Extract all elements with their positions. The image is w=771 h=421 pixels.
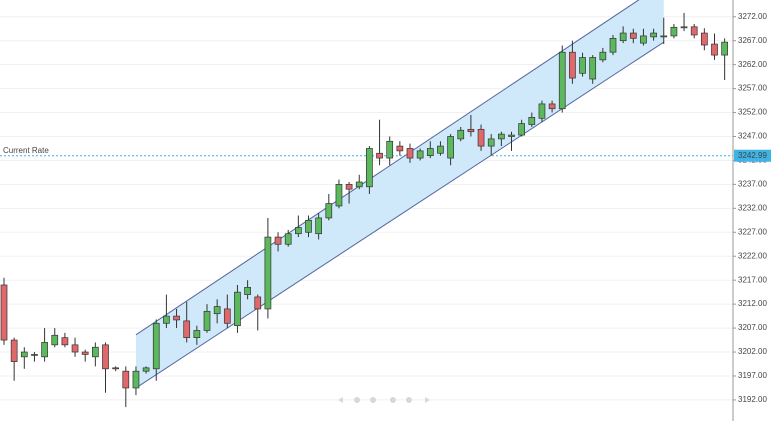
candle-body	[457, 129, 465, 140]
candle-body	[670, 26, 678, 37]
candle-body	[234, 291, 241, 327]
candle-body	[467, 128, 475, 133]
candle-body	[447, 136, 454, 159]
candle-body	[629, 32, 637, 39]
candle-body	[680, 26, 688, 29]
candle-body	[426, 148, 434, 157]
candle-body	[132, 370, 140, 389]
candle-body	[335, 184, 343, 207]
candle-body	[589, 57, 597, 80]
candle-body	[569, 51, 576, 79]
candle-body	[71, 344, 79, 353]
candle-body	[558, 51, 566, 110]
candle-body	[477, 128, 485, 147]
candle-body	[366, 148, 373, 188]
candle-body	[498, 133, 505, 140]
candle-body	[305, 219, 312, 233]
y-tick-label: 3192.00	[738, 395, 767, 404]
candle-body	[579, 57, 586, 74]
y-axis: 3192.00 3197.00 3202.00 3207.00 3212.00 3217.…	[732, 0, 771, 421]
candle-body	[223, 308, 231, 324]
candle-body	[61, 337, 69, 346]
y-tick-label: 3237.00	[738, 180, 767, 189]
candle-body	[112, 367, 120, 370]
candle-body	[51, 334, 59, 346]
candle-body	[254, 296, 262, 310]
candle-body	[376, 152, 383, 159]
candle-body	[416, 150, 424, 159]
y-tick-label: 3262.00	[738, 60, 767, 69]
y-tick-label: 3252.00	[738, 108, 767, 117]
candle-body	[609, 37, 617, 53]
candle-body	[396, 145, 404, 152]
y-tick-label: 3257.00	[738, 84, 767, 93]
candle-body	[325, 203, 333, 219]
current-rate-label: Current Rate	[3, 146, 49, 155]
candle-body	[315, 217, 322, 235]
candle-body	[41, 342, 48, 358]
candle-body	[264, 236, 272, 310]
candle-body	[487, 138, 495, 147]
candle-body	[528, 116, 536, 125]
candle-body	[122, 370, 130, 389]
candle-body	[213, 306, 221, 315]
candle-body	[711, 43, 718, 56]
candle-body	[152, 322, 160, 370]
candle-body	[203, 310, 211, 331]
y-tick-label: 3232.00	[738, 203, 767, 212]
candle-body	[142, 367, 150, 372]
candle-body	[31, 354, 38, 356]
candle-body	[355, 181, 363, 188]
y-tick-label: 3227.00	[738, 227, 767, 236]
candle-body	[91, 346, 99, 358]
candle-body	[163, 315, 170, 324]
y-tick-label: 3212.00	[738, 299, 767, 308]
candle-body	[244, 287, 251, 295]
candle-body	[10, 339, 18, 362]
candle-body	[20, 351, 28, 358]
candle-body	[690, 26, 698, 36]
channel-lower-line	[135, 41, 665, 389]
candle-body	[193, 330, 201, 339]
candle-body	[173, 315, 180, 321]
candle-body	[640, 35, 647, 44]
candle-body	[619, 32, 627, 42]
current-rate-value: 3242.99	[738, 151, 767, 160]
candle-body	[406, 148, 414, 159]
channel-upper-line	[135, 0, 640, 336]
candle-body	[183, 320, 191, 339]
y-tick-label: 3222.00	[738, 251, 767, 260]
candle-body	[102, 344, 109, 370]
y-tick-label: 3202.00	[738, 347, 767, 356]
candle-body	[508, 134, 515, 137]
candle-body	[81, 351, 89, 355]
candle-body	[548, 103, 556, 110]
y-tick-label: 3267.00	[738, 36, 767, 45]
candle-body	[721, 41, 729, 56]
candle-body	[700, 32, 708, 46]
y-tick-label: 3197.00	[738, 371, 767, 380]
candle-body	[284, 233, 292, 245]
candles	[0, 12, 729, 408]
candle-body	[437, 145, 444, 154]
y-tick-label: 3247.00	[738, 132, 767, 141]
current-rate-box	[734, 149, 771, 162]
candle-body	[518, 123, 526, 136]
candle-body	[599, 51, 607, 61]
candle-body	[538, 103, 546, 119]
candle-body	[345, 184, 353, 190]
y-tick-label: 3272.00	[738, 12, 767, 21]
candle-body	[0, 284, 8, 341]
nav-controls	[338, 397, 430, 403]
candle-body	[274, 236, 282, 245]
candle-body	[650, 32, 657, 38]
candle-body	[295, 227, 302, 235]
candle-body	[386, 140, 394, 159]
candle-body	[660, 35, 668, 38]
y-tick-label: 3207.00	[738, 323, 767, 332]
y-tick-label: 3217.00	[738, 275, 767, 284]
